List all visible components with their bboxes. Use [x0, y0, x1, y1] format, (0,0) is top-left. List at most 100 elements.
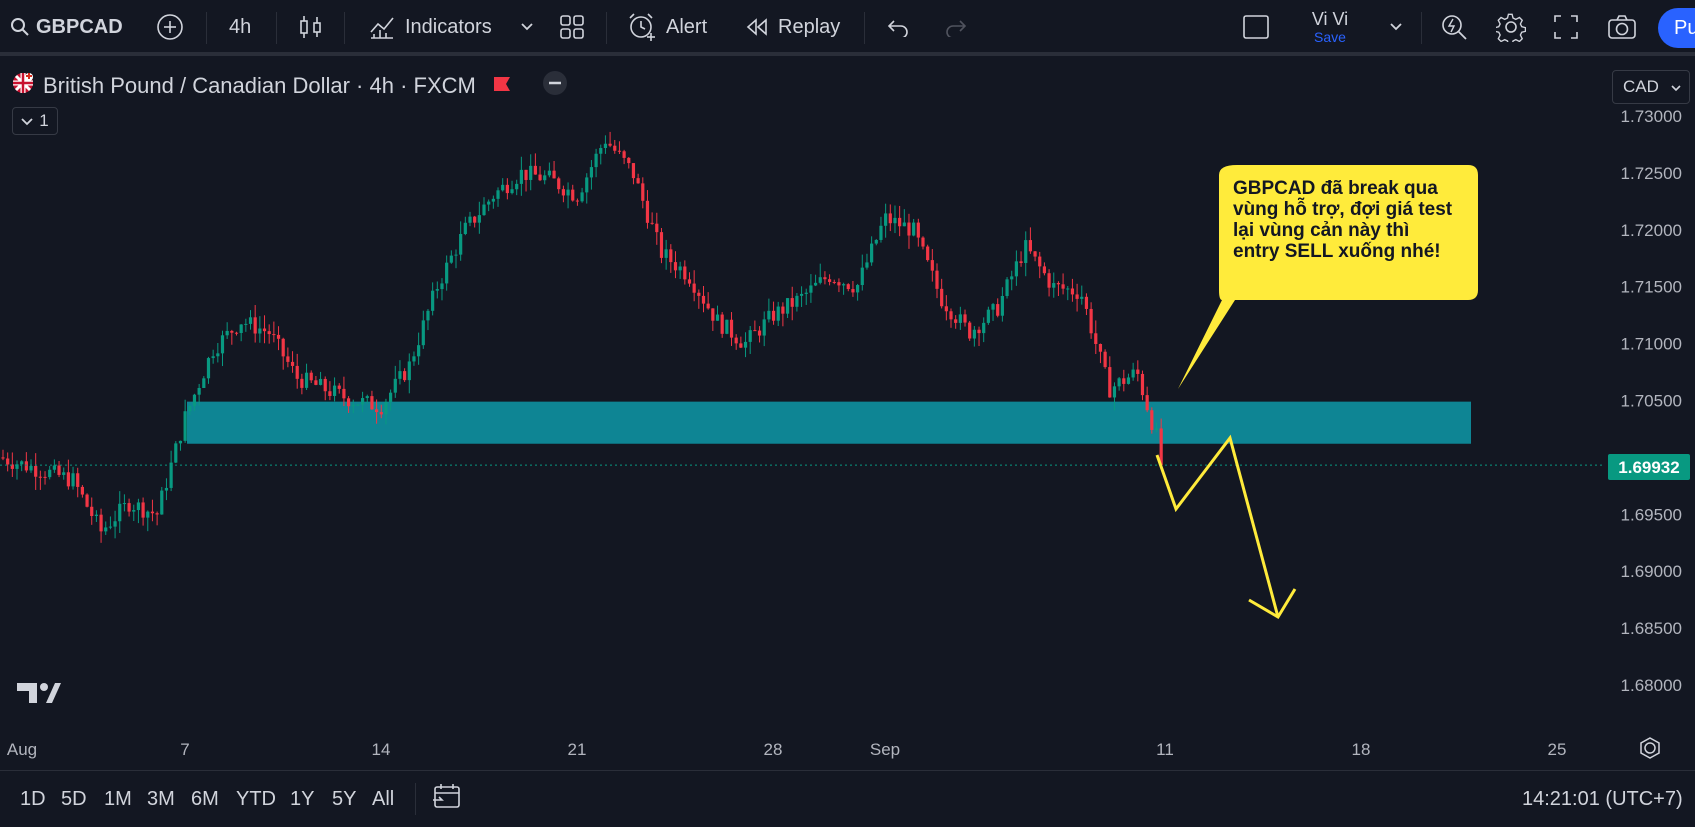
square-icon — [1242, 14, 1270, 40]
candle-body — [29, 465, 33, 471]
axis-settings-icon[interactable] — [1640, 737, 1660, 759]
range-1d[interactable]: 1D — [20, 787, 46, 810]
candle-body — [589, 167, 594, 178]
callout[interactable] — [1178, 165, 1478, 389]
fullscreen-button[interactable] — [1553, 0, 1579, 54]
toolbar-divider — [606, 12, 607, 44]
undo-button[interactable] — [886, 0, 910, 54]
symbol-search[interactable]: GBPCAD — [10, 0, 123, 54]
candle-body — [234, 332, 239, 334]
candle-body — [799, 293, 804, 296]
price-tick-label: 1.72500 — [1621, 164, 1682, 183]
range-ytd[interactable]: YTD — [236, 787, 276, 810]
candle-body — [982, 322, 986, 334]
symbol-label: GBPCAD — [36, 15, 123, 38]
layout-name[interactable]: Vi Vi Save — [1303, 0, 1357, 54]
range-1y[interactable]: 1Y — [290, 787, 315, 810]
candle-body — [963, 314, 967, 323]
candle-body — [1042, 266, 1047, 274]
time-axis[interactable]: Aug 7 14 21 28 Sep 11 18 25 — [7, 740, 1567, 759]
candle-body — [1080, 296, 1084, 299]
indicators-icon — [368, 14, 396, 40]
indicators-dropdown[interactable] — [520, 0, 534, 54]
callout-text: GBPCAD đã break qua vùng hỗ trợ, đợi giá… — [1233, 178, 1453, 262]
candle-body — [248, 317, 253, 324]
goto-date-button[interactable] — [432, 771, 462, 827]
candle-body — [454, 254, 458, 256]
indicators-button[interactable]: Indicators — [368, 0, 492, 54]
price-tick-label: 1.73000 — [1621, 107, 1682, 126]
rewind-icon — [745, 17, 769, 37]
candle-body — [515, 183, 519, 190]
candle-body — [888, 213, 892, 224]
time-tick-label: 25 — [1548, 740, 1567, 759]
price-tick-label: 1.71500 — [1621, 278, 1682, 297]
candle-body — [505, 184, 509, 194]
candle-body — [519, 169, 523, 184]
settings-button[interactable] — [1496, 0, 1526, 54]
candle-body — [1061, 284, 1065, 289]
candle-body — [356, 404, 360, 406]
alert-button[interactable]: Alert — [627, 0, 707, 54]
quick-search-icon — [1440, 13, 1468, 41]
range-6m[interactable]: 6M — [191, 787, 219, 810]
candle-body — [701, 295, 706, 304]
chart-canvas[interactable]: 1.73000 1.72500 1.72000 1.71500 1.71000 1.705… — [0, 60, 1695, 770]
range-1m[interactable]: 1M — [104, 787, 132, 810]
range-all[interactable]: All — [372, 787, 395, 810]
price-axis[interactable]: 1.73000 1.72500 1.72000 1.71500 1.71000 1.705… — [1621, 107, 1682, 695]
camera-icon — [1607, 14, 1637, 40]
range-5y[interactable]: 5Y — [332, 787, 357, 810]
candle-body — [557, 178, 561, 190]
candle-body — [342, 388, 346, 399]
candle-body — [898, 217, 902, 227]
candle-body — [244, 323, 248, 325]
chart-type-button[interactable] — [298, 0, 324, 54]
clock[interactable]: 14:21:01 (UTC+7) — [1522, 787, 1683, 810]
candle-body — [15, 464, 19, 469]
snapshot-button[interactable] — [1607, 0, 1637, 54]
candle-body — [1047, 273, 1051, 288]
candle-body — [1000, 295, 1004, 316]
candle-body — [1066, 288, 1070, 290]
candle-body — [608, 143, 612, 146]
candle-body — [272, 334, 276, 336]
candle-body — [389, 392, 393, 402]
candle-body — [398, 371, 402, 379]
candle-body — [1052, 283, 1056, 288]
alert-label: Alert — [666, 15, 708, 38]
price-tick-label: 1.71000 — [1621, 335, 1682, 354]
indicator-count: 1 — [39, 111, 49, 130]
currency-selector[interactable]: CAD — [1612, 70, 1690, 104]
collapse-indicators-button[interactable]: 1 — [12, 107, 58, 135]
layout-dropdown[interactable] — [1389, 0, 1403, 54]
candle-body — [76, 473, 80, 487]
replay-button[interactable]: Replay — [745, 0, 840, 54]
symbol-title[interactable]: British Pound / Canadian Dollar · 4h · F… — [43, 73, 476, 98]
candle-body — [860, 267, 864, 286]
candle-body — [641, 183, 645, 201]
candle-body — [893, 217, 897, 224]
alarm-clock-icon — [627, 12, 657, 42]
redo-button[interactable] — [944, 0, 968, 54]
interval-button[interactable]: 4h — [229, 15, 252, 38]
hide-legend-icon[interactable] — [542, 70, 568, 102]
forecast-arrow[interactable] — [1155, 434, 1297, 620]
candle-body — [678, 266, 682, 271]
compare-button[interactable] — [156, 0, 184, 54]
candle-body — [603, 143, 608, 149]
quick-search-button[interactable] — [1440, 0, 1468, 54]
last-price-tag-bg — [1608, 454, 1690, 480]
candle-body — [739, 343, 743, 348]
candle-body — [281, 338, 285, 357]
candle-body — [986, 309, 990, 323]
candle-body — [715, 314, 720, 321]
range-5d[interactable]: 5D — [61, 787, 87, 810]
templates-button[interactable] — [559, 0, 585, 54]
layout-button[interactable] — [1242, 0, 1270, 54]
candle-body — [1131, 369, 1135, 378]
resistance-zone[interactable] — [187, 401, 1471, 444]
range-3m[interactable]: 3M — [147, 787, 175, 810]
publish-button[interactable]: Pu — [1658, 8, 1695, 48]
candle-body — [304, 372, 309, 388]
